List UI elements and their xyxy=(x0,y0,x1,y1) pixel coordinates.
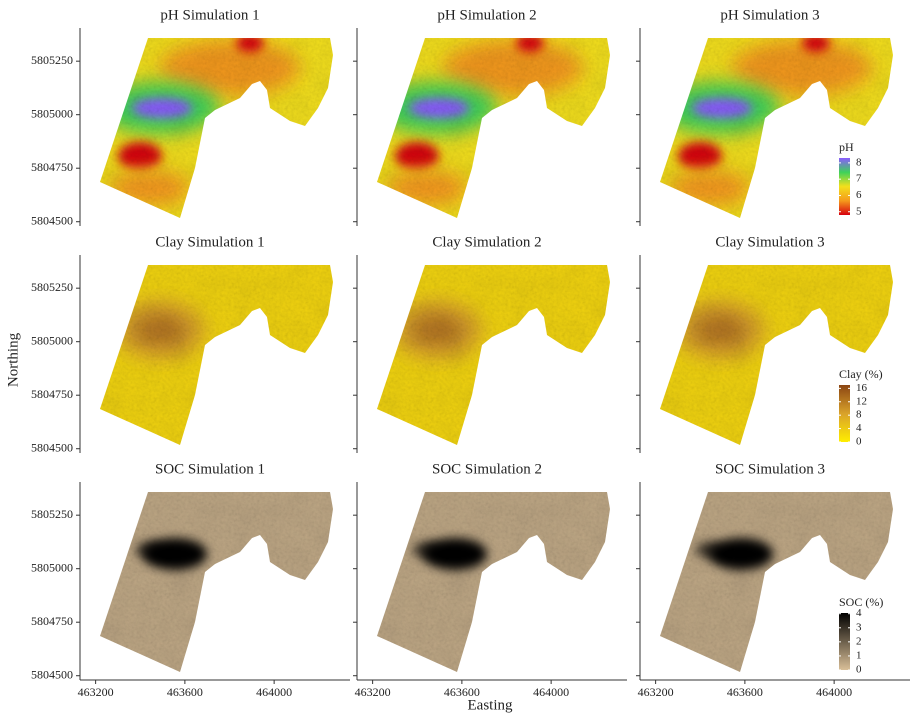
panel-title: Clay Simulation 3 xyxy=(715,234,824,250)
legend-title: Clay (%) xyxy=(839,367,883,381)
y-tick-label: 5804750 xyxy=(31,387,73,401)
colorbar-label: 6 xyxy=(856,189,862,201)
x-tick-label: 463600 xyxy=(167,685,203,699)
field-map xyxy=(80,255,350,453)
field-map xyxy=(640,482,910,680)
field-texture xyxy=(357,28,627,226)
panel-title: SOC Simulation 3 xyxy=(715,461,825,477)
field-map xyxy=(357,482,627,680)
colorbar-label: 4 xyxy=(856,422,862,434)
y-tick-label: 5804500 xyxy=(31,213,73,227)
field-map xyxy=(357,28,627,226)
x-tick-label: 463600 xyxy=(727,685,763,699)
panel-title: SOC Simulation 1 xyxy=(155,461,265,477)
colorbar-label: 16 xyxy=(856,382,868,394)
x-tick-label: 464000 xyxy=(256,685,292,699)
colorbar-label: 8 xyxy=(856,156,862,168)
colorbar-label: 3 xyxy=(856,621,862,633)
colorbar-label: 1 xyxy=(856,649,862,661)
field-texture xyxy=(640,28,910,226)
colorbar-label: 7 xyxy=(856,173,862,185)
panel-title: Clay Simulation 2 xyxy=(432,234,541,250)
field-texture xyxy=(80,482,350,680)
field-texture xyxy=(80,255,350,453)
panel-title: Clay Simulation 1 xyxy=(155,234,264,250)
panel-title: pH Simulation 1 xyxy=(160,7,259,23)
legend-title: pH xyxy=(839,140,854,154)
x-tick-label: 463200 xyxy=(638,685,674,699)
field-texture xyxy=(357,255,627,453)
x-tick-label: 463200 xyxy=(355,685,391,699)
y-tick-label: 5804500 xyxy=(31,667,73,681)
field-map xyxy=(80,28,350,226)
x-tick-label: 464000 xyxy=(816,685,852,699)
x-tick-label: 463200 xyxy=(78,685,114,699)
panel-title: pH Simulation 2 xyxy=(437,7,536,23)
colorbar-label: 0 xyxy=(856,664,862,676)
field-texture xyxy=(357,482,627,680)
panel-title: SOC Simulation 2 xyxy=(432,461,542,477)
field-texture xyxy=(640,255,910,453)
colorbar-label: 0 xyxy=(856,436,862,448)
colorbar-label: 12 xyxy=(856,395,867,407)
y-tick-label: 5804750 xyxy=(31,160,73,174)
y-axis-title: Northing xyxy=(5,332,21,387)
field-map xyxy=(357,255,627,453)
field-map xyxy=(640,28,910,226)
colorbar xyxy=(839,385,850,442)
colorbar xyxy=(839,158,850,215)
colorbar-label: 8 xyxy=(856,409,862,421)
field-map xyxy=(80,482,350,680)
x-tick-label: 463600 xyxy=(444,685,480,699)
x-axis-title: Easting xyxy=(468,697,513,713)
y-tick-label: 5805000 xyxy=(31,106,73,120)
y-tick-label: 5805250 xyxy=(31,507,73,521)
y-tick-label: 5804750 xyxy=(31,614,73,628)
y-tick-label: 5805250 xyxy=(31,53,73,67)
panel-title: pH Simulation 3 xyxy=(720,7,819,23)
y-tick-label: 5805000 xyxy=(31,333,73,347)
y-tick-label: 5804500 xyxy=(31,440,73,454)
colorbar-label: 2 xyxy=(856,635,862,647)
y-tick-label: 5805000 xyxy=(31,560,73,574)
field-map xyxy=(640,255,910,453)
colorbar-label: 4 xyxy=(856,607,862,619)
chart: Easting Northing pH Simulation 1 5804500 5… xyxy=(0,0,913,717)
field-texture xyxy=(80,28,350,226)
field-texture xyxy=(640,482,910,680)
y-tick-label: 5805250 xyxy=(31,280,73,294)
colorbar-label: 5 xyxy=(856,205,862,217)
x-tick-label: 464000 xyxy=(533,685,569,699)
